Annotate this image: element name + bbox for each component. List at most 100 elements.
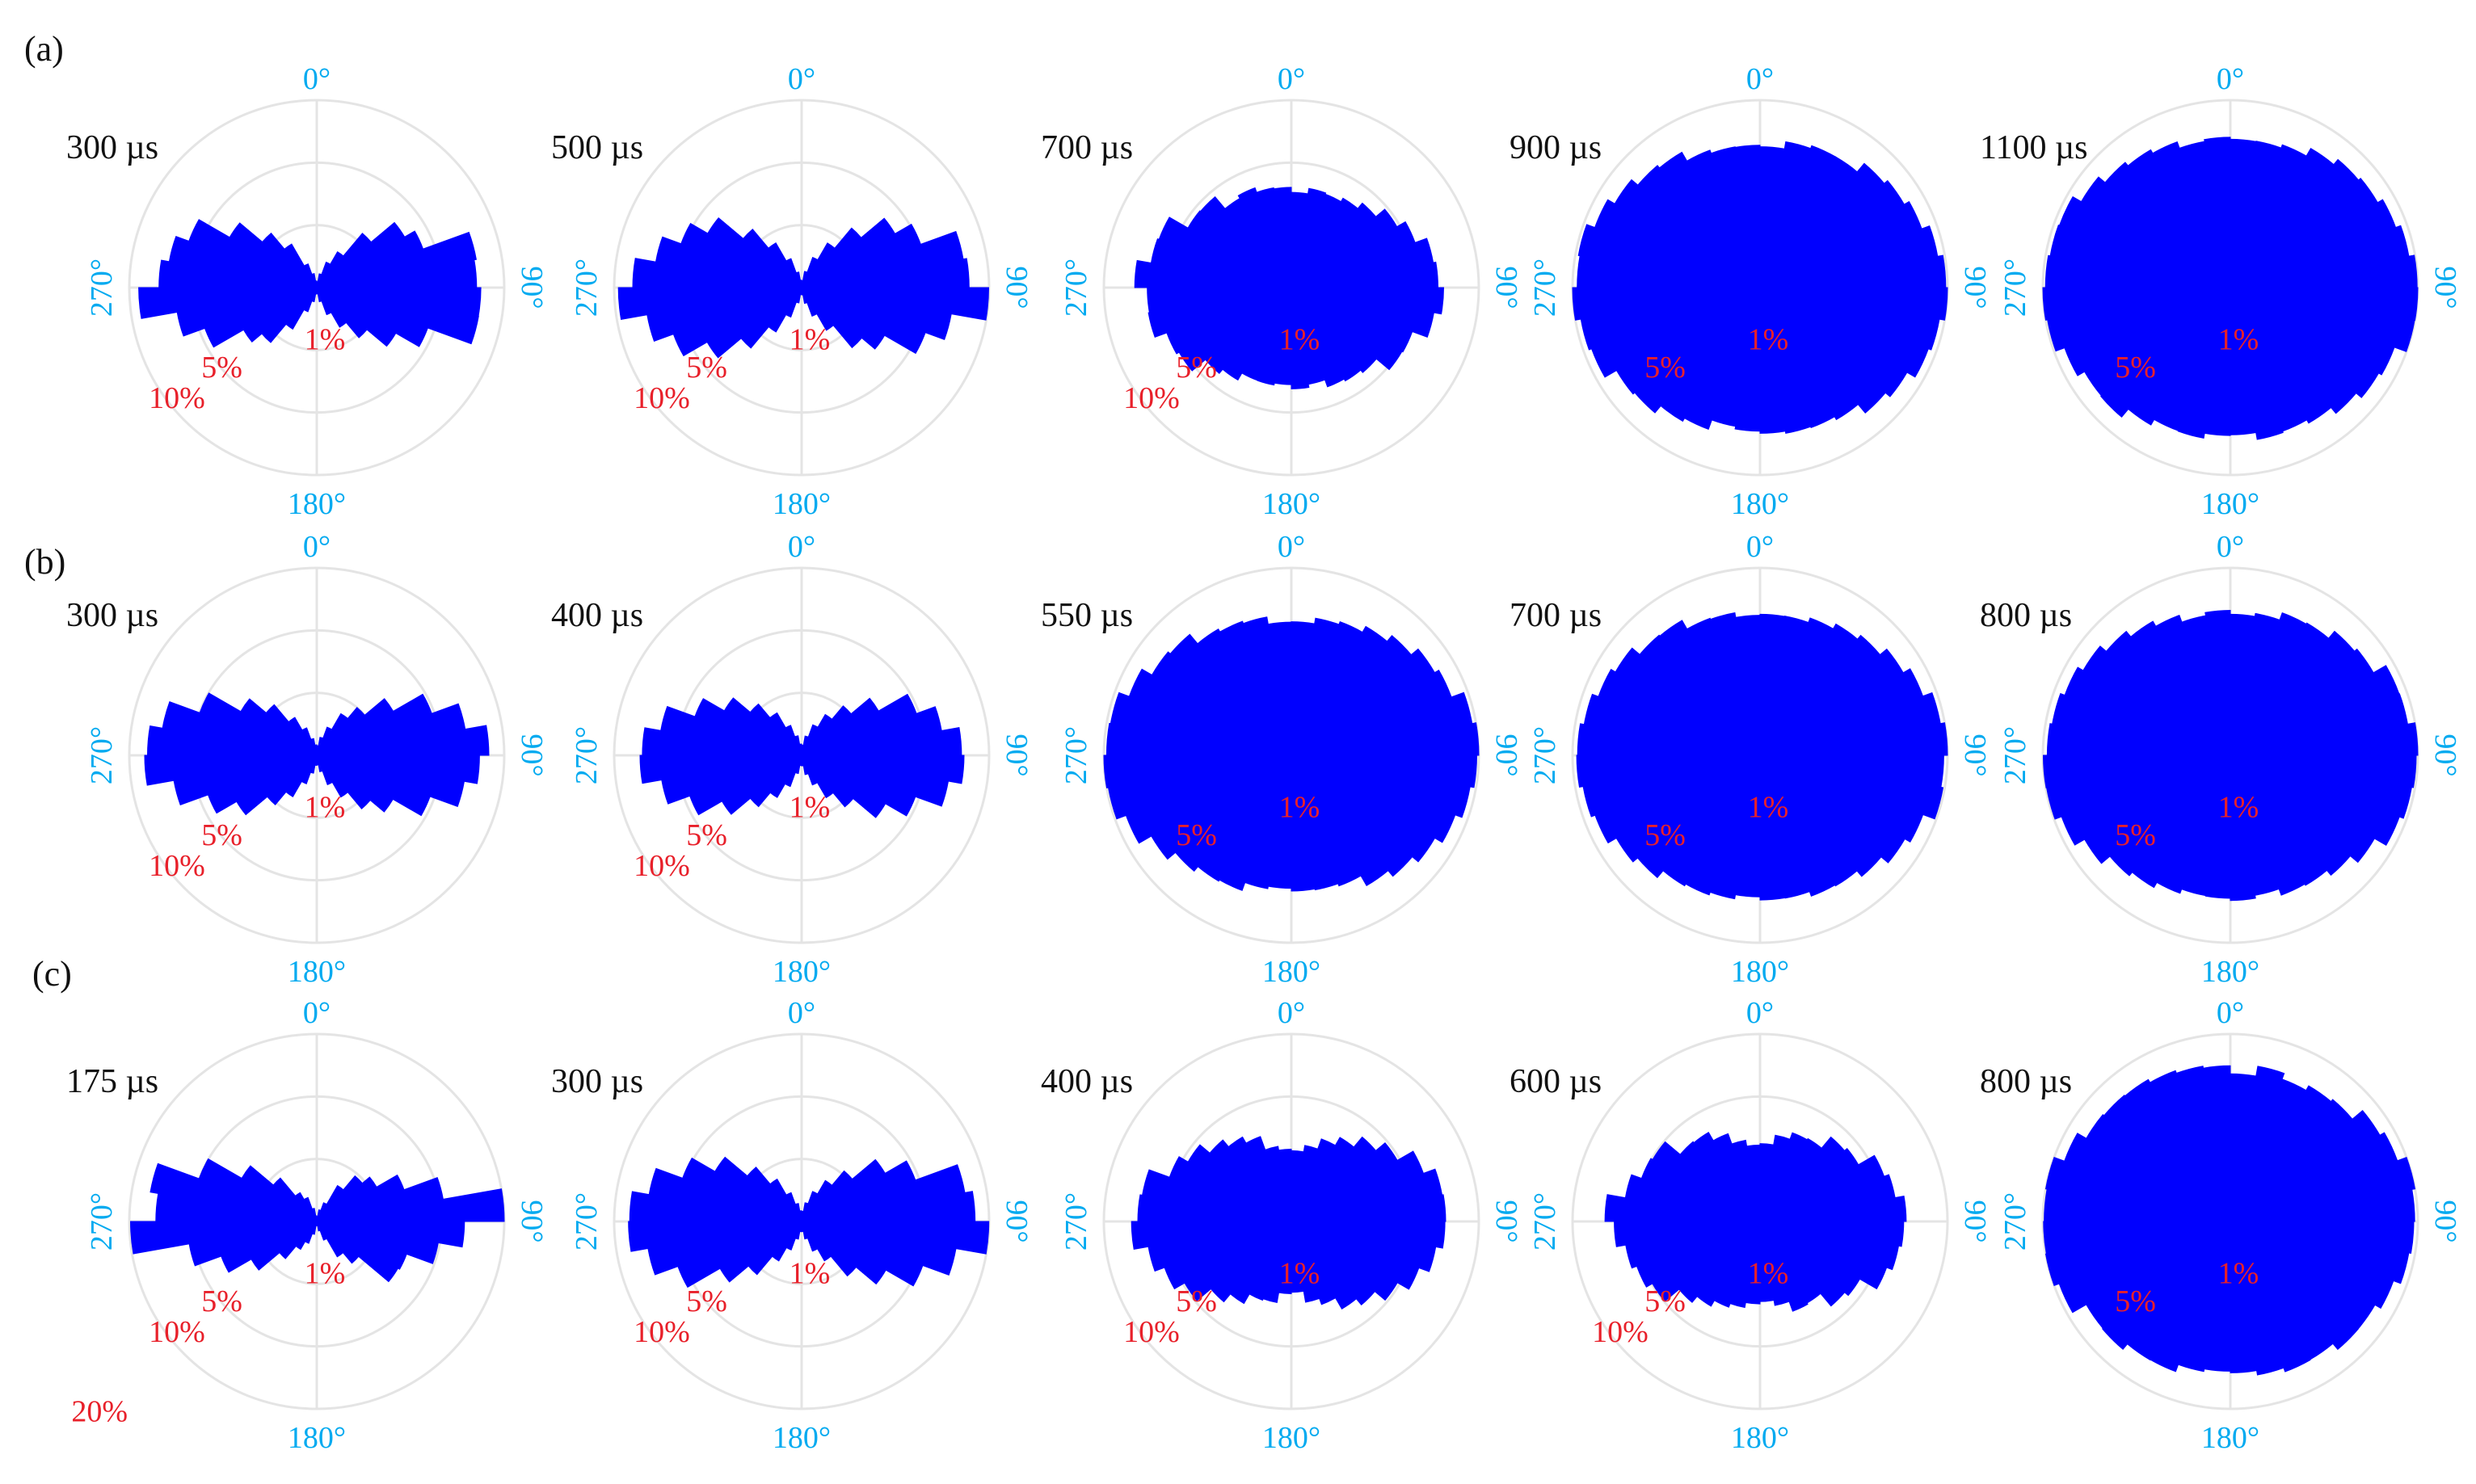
angle-label-90: 90° bbox=[1000, 266, 1034, 309]
angle-label-270: 270° bbox=[85, 726, 119, 784]
histogram-bin bbox=[1759, 1221, 1900, 1271]
histogram-bin bbox=[769, 1178, 802, 1222]
histogram-bin bbox=[1615, 647, 1761, 756]
histogram-bin bbox=[1759, 287, 1812, 434]
histogram-bin bbox=[1291, 287, 1345, 388]
ring-label: 1% bbox=[1279, 1256, 1320, 1290]
histogram-bin bbox=[2230, 287, 2415, 352]
histogram-bin bbox=[316, 287, 429, 347]
ring-label: 5% bbox=[1176, 818, 1217, 852]
ring-label: 5% bbox=[201, 818, 242, 852]
histogram-bin bbox=[316, 287, 368, 338]
ring-label: 1% bbox=[2218, 1256, 2259, 1290]
histogram-bin bbox=[1291, 755, 1389, 886]
ring-label: 1% bbox=[1748, 322, 1789, 356]
histogram-bin bbox=[1759, 755, 1905, 864]
histogram-bin bbox=[1577, 224, 1761, 288]
angle-label-0: 0° bbox=[1278, 530, 1305, 564]
histogram-bin bbox=[655, 236, 802, 288]
time-label: 900 µs bbox=[1510, 129, 1602, 166]
ring-label: 1% bbox=[1279, 790, 1320, 824]
angle-label-0: 0° bbox=[2217, 530, 2244, 564]
histogram-bin bbox=[1128, 668, 1292, 756]
ring-label: 10% bbox=[149, 1315, 205, 1349]
histogram-bin bbox=[1291, 287, 1377, 373]
histogram-bin bbox=[682, 1157, 802, 1222]
angle-label-90: 90° bbox=[1489, 266, 1523, 309]
angle-label-270: 270° bbox=[85, 1192, 119, 1251]
histogram-bin bbox=[801, 755, 950, 807]
angle-label-180: 180° bbox=[1731, 487, 1789, 521]
histogram-bin bbox=[1291, 1221, 1337, 1305]
angle-label-0: 0° bbox=[1746, 62, 1774, 96]
histogram-bin bbox=[801, 1221, 886, 1285]
histogram-bin bbox=[1278, 1148, 1292, 1222]
histogram-bin bbox=[1151, 651, 1292, 756]
histogram-bin bbox=[315, 1215, 318, 1222]
histogram-bin bbox=[680, 222, 802, 288]
ring-label: 10% bbox=[634, 1315, 690, 1349]
histogram-bin bbox=[311, 1208, 318, 1222]
angle-label-270: 270° bbox=[570, 726, 604, 784]
histogram-bin bbox=[2155, 614, 2231, 756]
ring-label: 10% bbox=[149, 381, 205, 415]
angle-label-90: 90° bbox=[515, 266, 549, 309]
ring-label: 5% bbox=[201, 351, 242, 385]
histogram-bin bbox=[303, 263, 318, 288]
angle-label-0: 0° bbox=[788, 530, 815, 564]
histogram-bin bbox=[801, 1221, 857, 1277]
angle-label-180: 180° bbox=[773, 955, 831, 989]
histogram-bin bbox=[1147, 287, 1292, 338]
histogram-bin bbox=[1187, 1144, 1292, 1222]
histogram-bin bbox=[2049, 224, 2231, 288]
histogram-bin bbox=[1227, 1136, 1292, 1222]
histogram-bin bbox=[1652, 1141, 1761, 1222]
histogram-bin bbox=[1291, 1194, 1446, 1222]
angle-label-90: 90° bbox=[2428, 734, 2462, 776]
histogram-bin bbox=[2152, 141, 2231, 288]
angle-label-90: 90° bbox=[515, 734, 549, 776]
histogram-bin bbox=[801, 287, 863, 349]
ring-label: 1% bbox=[790, 790, 831, 824]
angle-label-180: 180° bbox=[1731, 955, 1789, 989]
ring-label: 1% bbox=[790, 1256, 831, 1290]
histogram-bin bbox=[272, 1177, 318, 1222]
histogram-bin bbox=[1731, 1139, 1761, 1222]
histogram-bin bbox=[1759, 287, 1940, 351]
histogram-bin bbox=[294, 1192, 318, 1222]
ring-label: 10% bbox=[1123, 1315, 1180, 1349]
histogram-bin bbox=[316, 1221, 399, 1283]
angle-label-0: 0° bbox=[2217, 62, 2244, 96]
histogram-bin bbox=[648, 1167, 802, 1222]
histogram-bin bbox=[303, 1196, 318, 1222]
angle-label-180: 180° bbox=[773, 487, 831, 521]
angle-label-180: 180° bbox=[1731, 1421, 1789, 1455]
histogram-bin bbox=[301, 727, 318, 756]
histogram-bin bbox=[1242, 616, 1292, 756]
angle-label-0: 0° bbox=[788, 996, 815, 1030]
angle-label-90: 90° bbox=[2428, 266, 2462, 309]
angle-label-180: 180° bbox=[2201, 487, 2259, 521]
angle-label-270: 270° bbox=[1998, 726, 2032, 784]
histogram-bin bbox=[801, 287, 835, 331]
histogram-bin bbox=[2127, 149, 2231, 288]
histogram-bin bbox=[1245, 1136, 1292, 1222]
angle-label-270: 270° bbox=[570, 259, 604, 317]
histogram-bin bbox=[1686, 617, 1761, 756]
histogram-bin bbox=[2204, 137, 2231, 288]
time-label: 800 µs bbox=[1980, 1063, 2072, 1100]
histogram-bin bbox=[1103, 755, 1292, 788]
histogram-bin bbox=[723, 697, 802, 756]
histogram-bin bbox=[1265, 1146, 1292, 1222]
histogram-bin bbox=[801, 755, 809, 776]
histogram-bin bbox=[1291, 722, 1480, 756]
histogram-bin bbox=[617, 287, 802, 320]
histogram-bin bbox=[2230, 287, 2357, 414]
histogram-bin bbox=[2082, 645, 2231, 756]
ring-label: 1% bbox=[1748, 1256, 1789, 1290]
histogram-bin bbox=[2044, 1157, 2231, 1222]
ring-label: 1% bbox=[305, 322, 346, 356]
histogram-bin bbox=[1169, 1156, 1292, 1222]
histogram-bin bbox=[1624, 1174, 1761, 1222]
histogram-bin bbox=[801, 755, 834, 799]
